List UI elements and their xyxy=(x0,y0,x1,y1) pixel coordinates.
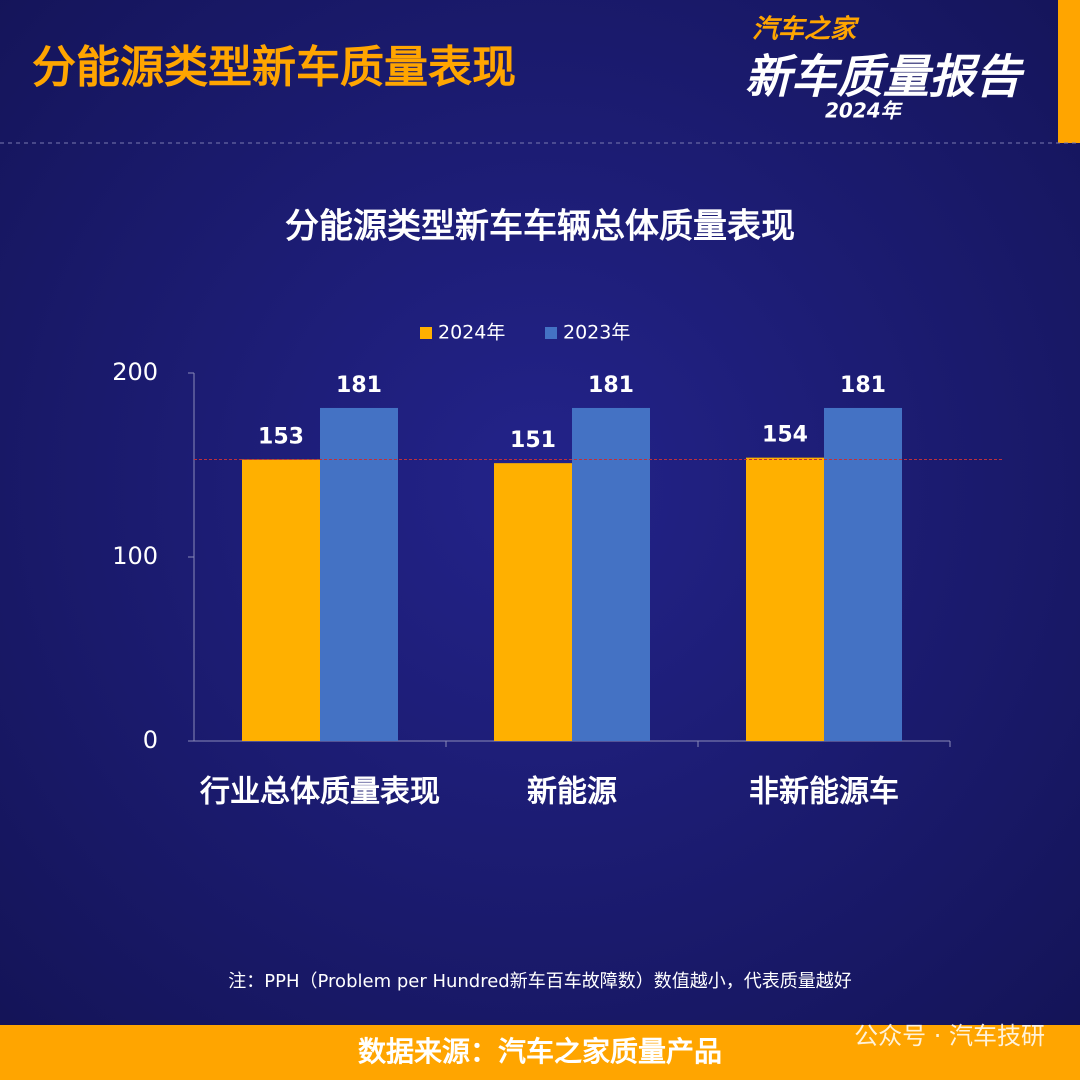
footer-band xyxy=(0,1025,1080,1080)
legend-label: 2023年 xyxy=(563,322,630,344)
bar xyxy=(320,407,398,741)
value-label: 181 xyxy=(336,373,382,398)
y-tick-label: 200 xyxy=(112,358,158,386)
footer-source: 数据来源：汽车之家质量产品 xyxy=(358,1035,722,1068)
value-label: 154 xyxy=(762,423,808,448)
y-tick-label: 0 xyxy=(143,726,158,754)
x-tick-label: 新能源 xyxy=(527,775,617,810)
x-tick-label: 非新能源车 xyxy=(749,775,899,810)
value-label: 151 xyxy=(510,428,556,453)
page-title: 分能源类型新车质量表现 xyxy=(32,42,516,93)
note: 注：PPH（Problem per Hundred新车百车故障数）数值越小，代表… xyxy=(228,971,851,992)
chart-title: 分能源类型新车车辆总体质量表现 xyxy=(285,207,795,247)
watermark: 公众号 · 汽车技研 xyxy=(854,1022,1045,1050)
chart: 0 100 200 行业总体质量表现 153 181 新能源 151 181 非新能源车 154 18… xyxy=(112,322,1002,810)
bar xyxy=(242,459,320,741)
legend-label: 2024年 xyxy=(438,322,505,344)
logo-name: 新车质量报告 xyxy=(745,50,1025,104)
logo-brand: 汽车之家 xyxy=(752,15,860,45)
value-label: 181 xyxy=(840,373,886,398)
accent-bar xyxy=(1058,0,1080,143)
bar xyxy=(746,457,824,741)
value-label: 153 xyxy=(258,424,304,449)
logo-year: 2024年 xyxy=(825,99,904,123)
y-tick-label: 100 xyxy=(112,542,158,570)
value-label: 181 xyxy=(588,373,634,398)
legend-swatch xyxy=(420,327,432,339)
bar xyxy=(494,463,572,741)
bar xyxy=(824,407,902,741)
x-tick-label: 行业总体质量表现 xyxy=(199,775,440,810)
bar xyxy=(572,407,650,741)
legend-swatch xyxy=(545,327,557,339)
